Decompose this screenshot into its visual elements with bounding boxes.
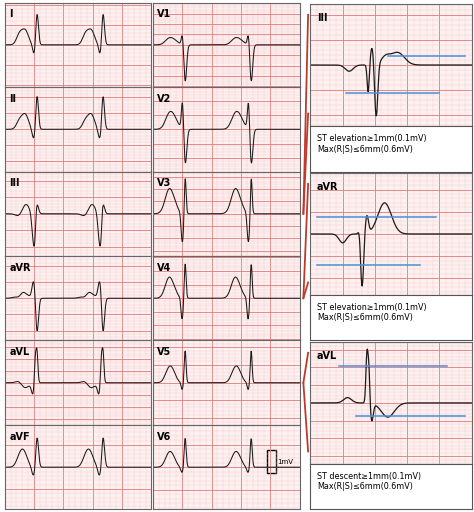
Text: aVL: aVL bbox=[9, 347, 29, 357]
Text: ≥1mm: ≥1mm bbox=[473, 52, 474, 61]
Text: I: I bbox=[9, 9, 13, 19]
Text: aVL: aVL bbox=[317, 351, 337, 360]
Text: ≥1mm: ≥1mm bbox=[473, 412, 474, 421]
Text: V1: V1 bbox=[157, 9, 172, 19]
Text: V4: V4 bbox=[157, 263, 172, 273]
Text: ≥1mm: ≥1mm bbox=[473, 213, 474, 222]
Text: III: III bbox=[9, 178, 19, 188]
Text: V3: V3 bbox=[157, 178, 172, 188]
Text: ST descent≥1mm(0.1mV)
Max(R|S)≤6mm(0.6mV): ST descent≥1mm(0.1mV) Max(R|S)≤6mm(0.6mV… bbox=[317, 472, 421, 492]
Text: aVF: aVF bbox=[9, 432, 30, 442]
Text: ≤6mm: ≤6mm bbox=[473, 261, 474, 269]
Text: V2: V2 bbox=[157, 94, 172, 104]
Text: ≤6mm: ≤6mm bbox=[473, 88, 474, 97]
Text: ST elevation≥1mm(0.1mV)
Max(R|S)≤6mm(0.6mV): ST elevation≥1mm(0.1mV) Max(R|S)≤6mm(0.6… bbox=[317, 134, 427, 154]
Text: 1mV: 1mV bbox=[278, 459, 293, 464]
Text: ST elevation≥1mm(0.1mV)
Max(R|S)≤6mm(0.6mV): ST elevation≥1mm(0.1mV) Max(R|S)≤6mm(0.6… bbox=[317, 303, 427, 323]
Text: V5: V5 bbox=[157, 347, 172, 357]
Text: ≤6mm: ≤6mm bbox=[473, 361, 474, 370]
Text: aVR: aVR bbox=[317, 182, 338, 191]
Text: II: II bbox=[9, 94, 16, 104]
Text: III: III bbox=[317, 13, 328, 23]
Text: aVR: aVR bbox=[9, 263, 31, 273]
Text: V6: V6 bbox=[157, 432, 172, 442]
